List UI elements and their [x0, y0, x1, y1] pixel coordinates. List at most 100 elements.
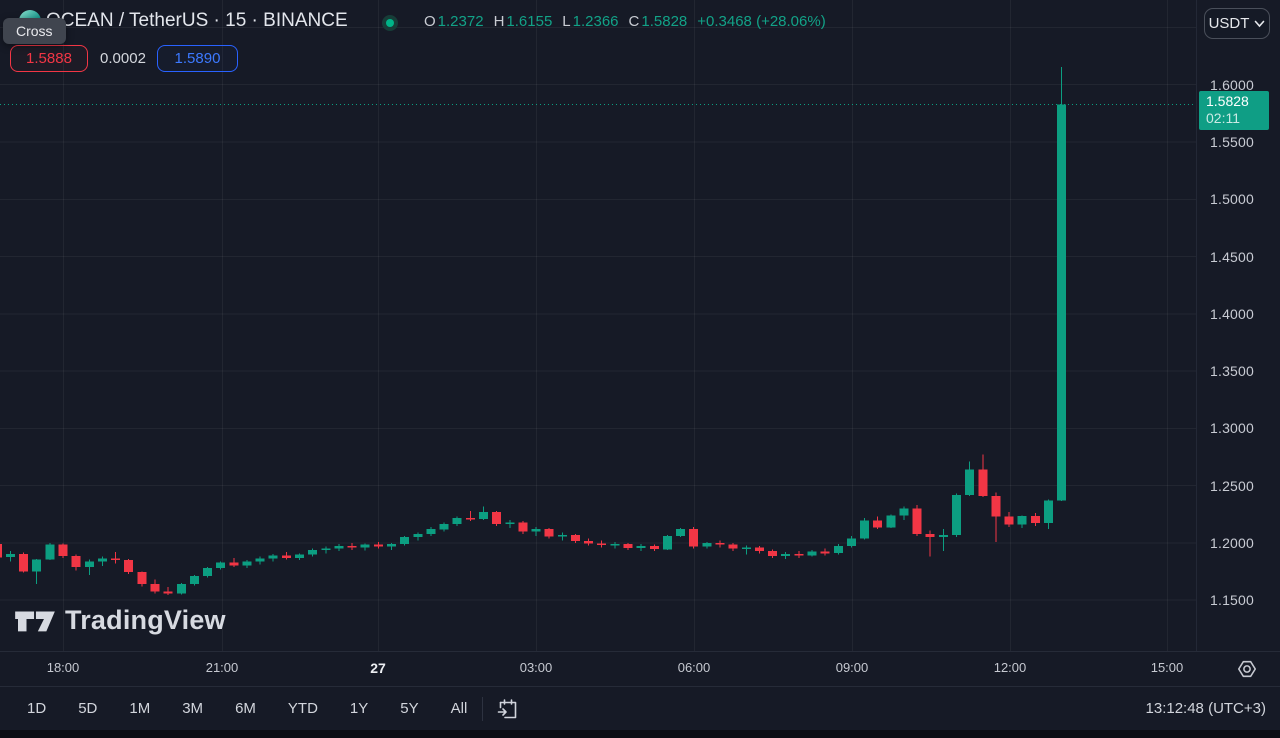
candle	[203, 567, 212, 578]
candle	[741, 545, 751, 555]
candle	[97, 556, 107, 566]
candle	[978, 454, 988, 498]
price-tick-label: 1.1500	[1210, 592, 1255, 608]
go-to-date-button[interactable]	[493, 695, 523, 723]
candle	[584, 538, 594, 546]
range-button-1y[interactable]: 1Y	[349, 700, 369, 717]
ohlc-values: O 1.2372 H 1.6155 L 1.2366 C 1.5828 +0.3468 (+28…	[424, 13, 826, 30]
candle	[912, 505, 922, 537]
candle	[991, 492, 1001, 542]
candle	[176, 583, 186, 595]
candle	[689, 526, 699, 549]
current-price-value: 1.5828	[1206, 93, 1249, 109]
candle	[623, 543, 633, 550]
candle	[334, 544, 344, 551]
candle	[1030, 513, 1040, 526]
clock-timezone[interactable]: 13:12:48 (UTC+3)	[1145, 700, 1266, 717]
candle	[19, 552, 29, 573]
candle	[754, 545, 764, 554]
candle	[1044, 499, 1053, 530]
candle	[531, 526, 541, 537]
candle	[544, 528, 554, 539]
candle	[873, 516, 883, 530]
candle	[268, 553, 278, 562]
candle	[189, 575, 199, 586]
candle	[111, 552, 121, 564]
time-axis-label: 12:00	[993, 660, 1027, 675]
price-tick-label: 1.4500	[1210, 249, 1255, 265]
sell-button[interactable]: 1.5888	[10, 45, 88, 72]
candle	[163, 587, 173, 596]
open-value: 1.2372	[437, 13, 484, 30]
candlestick-chart	[0, 0, 1196, 651]
range-button-5y[interactable]: 5Y	[400, 700, 419, 717]
currency-label: USDT	[1208, 15, 1250, 32]
range-button-all[interactable]: All	[450, 700, 468, 717]
candle	[479, 506, 488, 520]
candle	[794, 551, 804, 558]
range-button-1d[interactable]: 1D	[27, 700, 47, 717]
candle	[636, 544, 646, 551]
candle	[492, 510, 502, 526]
candle	[347, 543, 357, 550]
candle	[833, 544, 843, 555]
candle	[649, 544, 659, 551]
candle	[373, 541, 383, 549]
axis-settings-gear-icon[interactable]	[1236, 658, 1258, 680]
candle	[255, 556, 265, 565]
date-range-buttons: 1D 5D 1M 3M 6M YTD 1Y 5Y All	[18, 696, 476, 721]
currency-dropdown[interactable]: USDT	[1204, 8, 1270, 39]
candle	[952, 493, 961, 538]
candle	[518, 521, 528, 534]
time-axis-label: 21:00	[205, 660, 239, 675]
candle	[676, 528, 686, 538]
tradingview-watermark: TradingView	[14, 603, 226, 637]
candle	[124, 559, 134, 574]
candle	[728, 543, 738, 551]
time-axis-label: 15:00	[1150, 660, 1184, 675]
range-button-6m[interactable]: 6M	[235, 700, 256, 717]
candle	[662, 534, 672, 550]
candle	[938, 529, 948, 551]
close-label: C	[628, 13, 640, 30]
spread-value: 0.0002	[100, 50, 146, 67]
low-label: L	[562, 13, 571, 30]
range-button-5d[interactable]: 5D	[78, 700, 98, 717]
candle	[216, 561, 226, 570]
market-status-icon[interactable]	[382, 15, 398, 31]
candle	[846, 536, 856, 548]
symbol-title[interactable]: OCEAN / TetherUS · 15 · BINANCE	[46, 10, 348, 31]
price-axis[interactable]: 1.6000 1.5500 1.5000 1.4500 1.4000 1.3500 1.30…	[1196, 0, 1280, 651]
high-label: H	[493, 13, 505, 30]
candle	[360, 543, 370, 551]
change-value: +0.3468 (+28.06%)	[697, 13, 826, 30]
cross-tooltip: Cross	[3, 18, 66, 44]
candle	[32, 559, 42, 585]
close-value: 1.5828	[641, 13, 688, 30]
range-button-1m[interactable]: 1M	[129, 700, 151, 717]
candle	[387, 543, 396, 550]
candle	[426, 526, 436, 537]
price-tick-label: 1.6000	[1210, 77, 1255, 93]
go-to-date-calendar-icon	[497, 698, 517, 718]
chart-pane[interactable]: TradingView	[0, 0, 1196, 651]
candle	[439, 522, 449, 532]
candle	[557, 532, 567, 541]
candle	[1017, 515, 1027, 529]
candle	[807, 549, 817, 557]
low-value: 1.2366	[572, 13, 619, 30]
bar-countdown: 02:11	[1206, 110, 1240, 126]
buy-button[interactable]: 1.5890	[157, 45, 238, 72]
price-tick-label: 1.5000	[1210, 191, 1255, 207]
bottom-toolbar: 1D 5D 1M 3M 6M YTD 1Y 5Y All 13:12:48 (UTC+3)	[0, 686, 1280, 730]
time-axis[interactable]: 18:00 21:00 27 03:00 06:00 09:00 12:00 15:00	[0, 651, 1280, 686]
candle	[452, 516, 462, 526]
bottom-strip	[0, 730, 1280, 738]
candle	[465, 510, 475, 522]
range-button-3m[interactable]: 3M	[182, 700, 204, 717]
candle	[137, 571, 147, 587]
candle	[58, 543, 68, 558]
range-button-ytd[interactable]: YTD	[287, 700, 318, 717]
candle	[413, 532, 423, 541]
